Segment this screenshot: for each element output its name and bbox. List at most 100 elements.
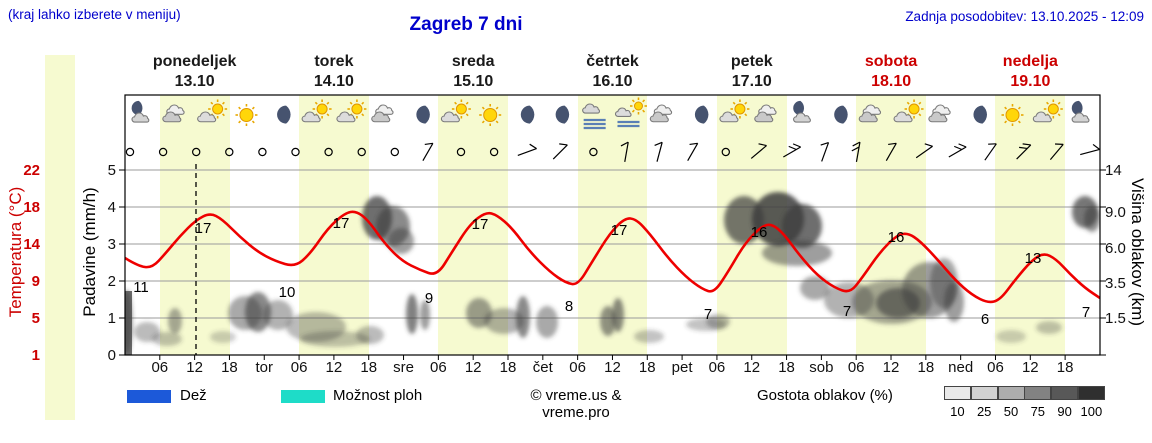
day-band xyxy=(160,95,230,355)
cloud-blob xyxy=(800,276,830,300)
day-name: nedelja xyxy=(1002,53,1058,70)
x-tick-label: pet xyxy=(672,359,694,376)
temp-tick-label: 5 xyxy=(32,310,40,327)
temp-value-label: 13 xyxy=(1025,250,1042,267)
day-date: 19.10 xyxy=(1010,73,1051,90)
calm-wind-icon xyxy=(225,147,234,157)
day-name: ponedeljek xyxy=(152,53,237,70)
rain-legend-label: Dež xyxy=(180,387,207,404)
temp-value-label: 9 xyxy=(425,290,433,307)
cloud-blob xyxy=(125,290,132,354)
day-name: petek xyxy=(730,53,773,70)
sun-cloud-icon xyxy=(198,99,228,122)
moon-icon xyxy=(520,105,535,124)
day-date: 15.10 xyxy=(453,73,494,90)
day-date: 18.10 xyxy=(871,73,912,90)
density-tick-label: 50 xyxy=(1003,404,1019,419)
calm-wind-icon xyxy=(489,147,499,157)
cloud-blob xyxy=(752,192,804,246)
day-date: 17.10 xyxy=(731,73,772,90)
cloud-blob xyxy=(388,228,414,254)
x-tick-label: sob xyxy=(809,359,833,376)
day-date: 14.10 xyxy=(313,73,354,90)
temp-value-label: 17 xyxy=(195,220,212,237)
day-date: 16.10 xyxy=(592,73,633,90)
precip-axis-label: Padavine (mm/h) xyxy=(80,187,99,317)
calm-wind-icon xyxy=(258,147,267,157)
moon-icon xyxy=(834,105,848,124)
cloud-blob xyxy=(152,332,182,346)
calm-wind-icon xyxy=(456,147,466,157)
wind-barb-icon xyxy=(654,141,663,162)
wind-barb-icon xyxy=(552,143,568,160)
x-tick-label: 18 xyxy=(778,359,795,376)
wind-barb-icon xyxy=(783,143,801,158)
moon-icon xyxy=(277,105,291,124)
x-tick-label: 12 xyxy=(186,359,203,376)
x-tick-label: tor xyxy=(256,359,274,376)
day-band xyxy=(995,95,1065,355)
cloud-blob xyxy=(724,196,764,244)
cloud-icon xyxy=(163,105,184,122)
density-tick-label: 75 xyxy=(1030,404,1046,419)
x-tick-label: 18 xyxy=(221,359,238,376)
x-tick-label: 06 xyxy=(709,359,726,376)
wind-barb-icon xyxy=(820,142,830,162)
calm-wind-icon xyxy=(125,147,135,157)
cloud-icon xyxy=(929,105,950,122)
cloud-blob xyxy=(1072,196,1098,228)
sun-cloud-icon xyxy=(302,99,332,122)
x-tick-label: 12 xyxy=(743,359,760,376)
moon-cloud-icon xyxy=(132,100,149,122)
cloud-density-scale: 10 25 50 75 90 100 xyxy=(944,386,1106,419)
temp-value-label: 8 xyxy=(565,298,573,315)
density-cell xyxy=(1078,386,1105,400)
precip-tick-label: 2 xyxy=(108,273,116,290)
calm-wind-icon xyxy=(191,147,201,157)
temp-value-label: 7 xyxy=(1082,304,1090,321)
copyright-link[interactable]: © vreme.us & vreme.pro xyxy=(530,387,622,421)
wind-barb-icon xyxy=(422,142,434,161)
day-name: sreda xyxy=(451,53,495,70)
showers-legend-swatch xyxy=(281,390,325,403)
moon-icon xyxy=(416,105,430,124)
day-band xyxy=(578,95,647,355)
sun-cloud-icon xyxy=(441,99,471,122)
wind-barb-icon xyxy=(750,143,767,159)
cloud-blob xyxy=(362,196,392,240)
calm-wind-icon xyxy=(158,147,168,157)
cloud-blob xyxy=(406,294,418,334)
cloud-blob xyxy=(930,258,958,308)
temp-tick-label: 9 xyxy=(32,273,40,290)
day-band xyxy=(856,95,926,355)
plot-border xyxy=(124,94,1101,356)
x-tick-label: 06 xyxy=(151,359,168,376)
temp-value-label: 7 xyxy=(704,306,712,323)
cloud-blob xyxy=(516,296,530,338)
left-margin-band xyxy=(45,55,75,420)
calm-wind-icon xyxy=(357,147,366,157)
day-name: četrtek xyxy=(586,53,639,70)
cloud-icon xyxy=(650,105,671,122)
day-band xyxy=(438,95,508,355)
moon-cloud-icon xyxy=(793,100,810,122)
x-tick-label: 06 xyxy=(291,359,308,376)
cloud-height-axis-label: Višina oblakov (km) xyxy=(1128,177,1147,327)
cloud-density-label: Gostota oblakov (%) xyxy=(757,387,893,404)
cloud-height-tick-label: 6.0 xyxy=(1105,240,1126,257)
temperature-curve xyxy=(125,210,1100,304)
temp-value-label: 16 xyxy=(751,224,768,241)
day-header-nedelja: nedelja 19.10 xyxy=(1003,52,1058,92)
cloud-blob xyxy=(600,306,616,336)
cloud-blob xyxy=(484,308,524,334)
sun-cloud-icon xyxy=(1033,99,1063,122)
cloud-blob xyxy=(245,292,271,332)
x-tick-label: ned xyxy=(948,359,973,376)
cloud-blob xyxy=(1036,321,1062,334)
wind-barb-icon xyxy=(851,141,861,162)
precip-tick-label: 0 xyxy=(108,347,116,364)
x-tick-label: 12 xyxy=(1022,359,1039,376)
cloud-blob xyxy=(876,288,920,318)
x-tick-label: 06 xyxy=(430,359,447,376)
day-name: sobota xyxy=(864,53,918,70)
